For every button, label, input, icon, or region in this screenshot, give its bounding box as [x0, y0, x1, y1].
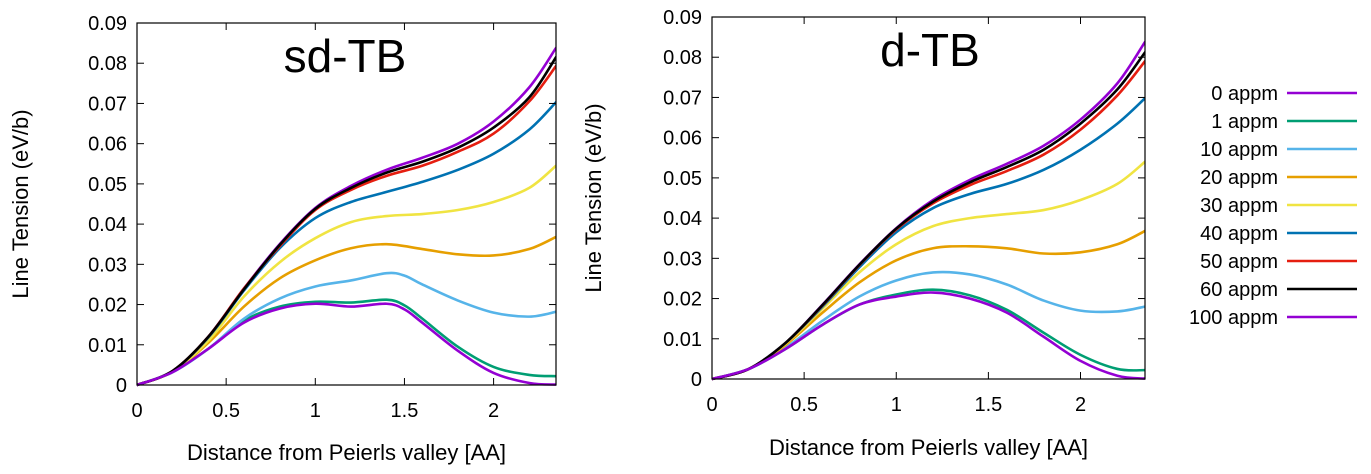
chart-panel-sd-tb: 0 0.01 0.02 0.03 0.04 0.05 0.06 0.07 0.08 0.09 0 0.… [8, 13, 557, 465]
legend-label: 10 appm [1200, 139, 1278, 161]
plot-frame [136, 22, 557, 386]
y-tick-label: 0.01 [663, 329, 702, 351]
y-tick-label: 0.07 [663, 87, 702, 109]
x-tick-label: 1 [310, 400, 321, 422]
x-tick-label: 1 [891, 394, 902, 416]
legend-label: 100 appm [1189, 307, 1278, 329]
x-tick-label: 1.5 [974, 394, 1002, 416]
y-tick-label: 0.08 [663, 47, 702, 69]
y-tick-label: 0.06 [663, 128, 702, 150]
x-axis-title: Distance from Peierls valley [AA] [769, 435, 1088, 460]
series-line-50-appm [137, 64, 556, 387]
y-axis-title: Line Tension (eV/b) [581, 103, 606, 292]
series-group [137, 46, 556, 387]
chart-title: sd-TB [284, 30, 407, 82]
series-line-60-appm [712, 51, 1145, 381]
y-tick-label: 0.09 [88, 13, 127, 35]
y-tick-label: 0.09 [663, 7, 702, 29]
x-tick-label: 0 [706, 394, 717, 416]
y-tick-label: 0 [691, 369, 702, 391]
series-line-50-appm [712, 59, 1145, 381]
chart-title: d-TB [880, 24, 980, 76]
y-tick-label: 0.06 [88, 134, 127, 156]
legend-label: 20 appm [1200, 167, 1278, 189]
series-line-100-appm [712, 291, 1145, 381]
series-line-10-appm [137, 271, 556, 387]
legend-label: 1 appm [1211, 111, 1278, 133]
series-group [712, 40, 1145, 381]
y-axis-title: Line Tension (eV/b) [8, 109, 33, 298]
series-line-40-appm [137, 100, 556, 387]
series-line-1-appm [712, 288, 1145, 381]
x-tick-label: 1.5 [391, 400, 419, 422]
series-line-10-appm [712, 270, 1145, 381]
x-tick-label: 0.5 [790, 394, 818, 416]
x-tick-label: 0.5 [212, 400, 240, 422]
series-line-100-appm [137, 302, 556, 387]
y-tick-label: 0.05 [88, 174, 127, 196]
chart-panel-d-tb: 0 0.01 0.02 0.03 0.04 0.05 0.06 0.07 0.08 0.09 0 0.… [581, 7, 1146, 460]
legend-label: 40 appm [1200, 223, 1278, 245]
legend-label: 50 appm [1200, 251, 1278, 273]
series-line-60-appm [137, 55, 556, 387]
y-tick-label: 0.01 [88, 335, 127, 357]
legend-label: 30 appm [1200, 195, 1278, 217]
x-tick-label: 2 [488, 400, 499, 422]
y-tick-label: 0.03 [88, 254, 127, 276]
y-tick-label: 0.02 [663, 289, 702, 311]
series-line-30-appm [712, 160, 1145, 381]
x-axis-title: Distance from Peierls valley [AA] [187, 440, 506, 465]
series-line-0-appm [137, 46, 556, 387]
legend: 0 appm 1 appm 10 appm 20 appm 30 appm 40 appm… [1189, 83, 1357, 329]
y-tick-label: 0.03 [663, 248, 702, 270]
y-tick-label: 0.07 [88, 93, 127, 115]
series-line-20-appm [712, 229, 1145, 381]
series-line-40-appm [712, 96, 1145, 381]
y-tick-label: 0.02 [88, 295, 127, 317]
y-tick-label: 0 [116, 375, 127, 397]
legend-label: 60 appm [1200, 279, 1278, 301]
x-tick-label: 0 [131, 400, 142, 422]
y-tick-label: 0.05 [663, 168, 702, 190]
y-tick-label: 0.04 [88, 214, 127, 236]
x-tick-label: 2 [1075, 394, 1086, 416]
plot-frame [711, 16, 1146, 380]
y-tick-label: 0.08 [88, 53, 127, 75]
series-line-20-appm [137, 235, 556, 387]
y-tick-label: 0.04 [663, 208, 702, 230]
legend-label: 0 appm [1211, 83, 1278, 105]
series-line-30-appm [137, 164, 556, 387]
